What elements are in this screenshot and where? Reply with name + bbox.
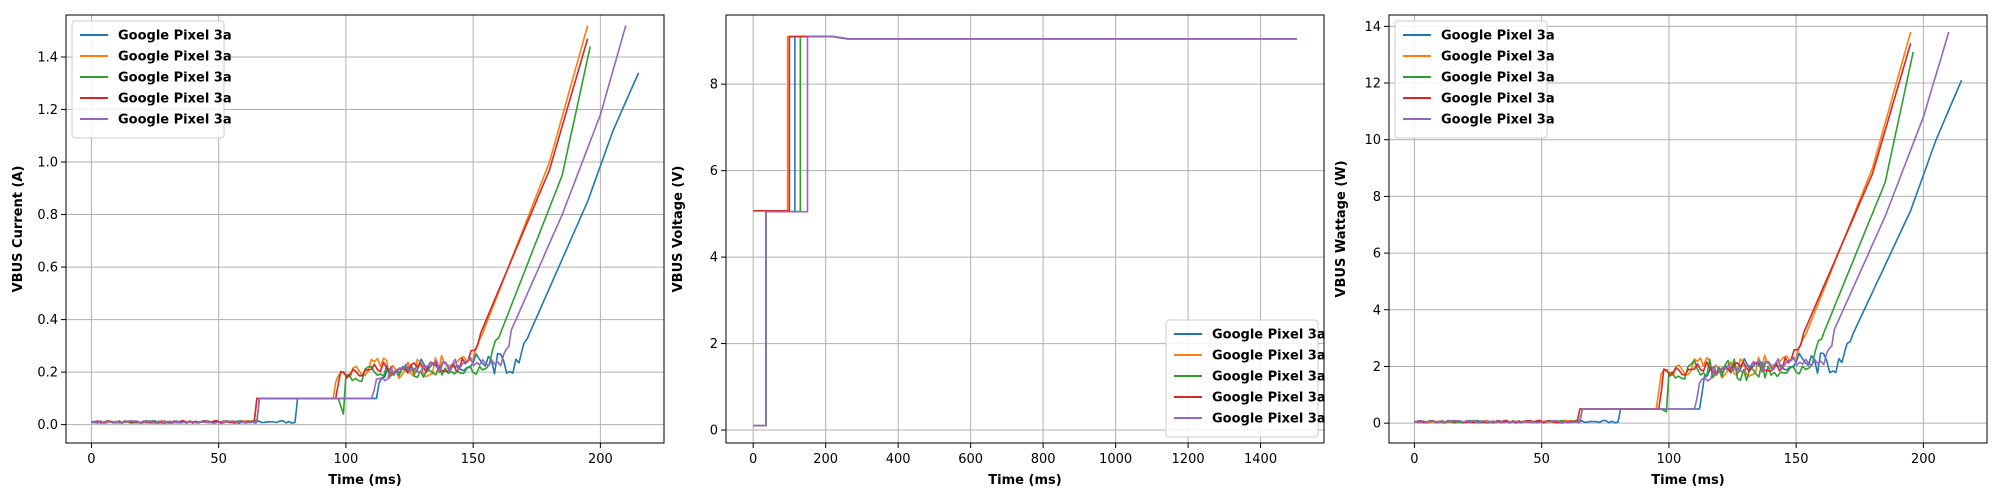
y-tick-label: 1.0: [37, 156, 58, 171]
series-group: [1414, 31, 1963, 424]
legend-label: Google Pixel 3a: [1441, 113, 1555, 128]
y-tick-label: 6: [1373, 247, 1381, 262]
x-tick-label: 0: [87, 452, 95, 467]
legend-box: [71, 20, 225, 139]
legend-label: Google Pixel 3a: [118, 113, 232, 128]
y-tick-label: 8: [1373, 190, 1381, 205]
legend-label: Google Pixel 3a: [1212, 328, 1326, 343]
y-axis-label: VBUS Wattage (W): [1334, 160, 1349, 297]
legend-label: Google Pixel 3a: [118, 29, 232, 44]
series-line-5: [91, 25, 627, 425]
legend: Google Pixel 3a Google Pixel 3a Google Pix…: [1394, 20, 1555, 139]
x-axis-label: Time (ms): [1651, 473, 1724, 488]
y-tick-label: 0: [1373, 417, 1381, 432]
x-axis-label: Time (ms): [988, 473, 1061, 488]
chart-panel-2: 0 200 400 600 800 1000 1200 1400 0 2 4 6 8 Time (ms) V…: [671, 14, 1326, 488]
series-group: [91, 25, 640, 425]
y-tick-label: 0: [710, 424, 718, 439]
legend-label: Google Pixel 3a: [1212, 412, 1326, 427]
plot-frame: [65, 14, 665, 444]
x-tick-label: 100: [1657, 452, 1682, 467]
y-tick-label: 4: [1373, 303, 1381, 318]
y-tick-label: 4: [710, 251, 718, 266]
x-tick-label: 1000: [1099, 452, 1132, 467]
y-tick-label: 6: [710, 164, 718, 179]
plot-frame: [725, 14, 1325, 444]
legend: Google Pixel 3a Google Pixel 3a Google Pix…: [71, 20, 232, 139]
legend-label: Google Pixel 3a: [118, 92, 232, 107]
y-tick-label: 1.4: [37, 51, 58, 66]
x-tick-label: 600: [958, 452, 983, 467]
x-tick-label: 200: [588, 452, 613, 467]
x-tick-label: 0: [1410, 452, 1418, 467]
y-tick-label: 0.0: [37, 418, 58, 433]
legend: Google Pixel 3a Google Pixel 3a Google Pix…: [1165, 319, 1326, 438]
y-tick-label: 1.2: [37, 103, 58, 118]
legend-label: Google Pixel 3a: [118, 71, 232, 86]
y-tick-label: 0.4: [37, 313, 58, 328]
plot-frame: [1388, 14, 1988, 444]
y-tick-label: 8: [710, 78, 718, 93]
x-tick-label: 150: [461, 452, 486, 467]
series-group: [753, 35, 1297, 427]
y-axis-label: VBUS Current (A): [11, 166, 26, 293]
legend-label: Google Pixel 3a: [1212, 349, 1326, 364]
x-tick-label: 800: [1031, 452, 1056, 467]
x-tick-label: 400: [886, 452, 911, 467]
y-tick-label: 2: [1373, 360, 1381, 375]
series-line-4: [753, 35, 1297, 212]
x-tick-label: 1200: [1172, 452, 1205, 467]
x-tick-label: 200: [1911, 452, 1936, 467]
x-tick-label: 50: [210, 452, 227, 467]
series-line-5: [1414, 31, 1950, 424]
x-tick-label: 200: [813, 452, 838, 467]
legend-label: Google Pixel 3a: [118, 50, 232, 65]
x-tick-label: 1400: [1244, 452, 1277, 467]
legend-label: Google Pixel 3a: [1441, 50, 1555, 65]
y-tick-label: 0.6: [37, 261, 58, 276]
legend-label: Google Pixel 3a: [1441, 71, 1555, 86]
y-tick-label: 10: [1364, 133, 1381, 148]
legend-label: Google Pixel 3a: [1441, 29, 1555, 44]
y-tick-label: 0.2: [37, 366, 58, 381]
x-tick-label: 150: [1784, 452, 1809, 467]
y-tick-label: 12: [1364, 77, 1381, 92]
x-tick-label: 0: [749, 452, 757, 467]
legend-label: Google Pixel 3a: [1212, 370, 1326, 385]
legend-box: [1394, 20, 1548, 139]
x-tick-label: 100: [334, 452, 359, 467]
y-axis-label: VBUS Voltage (V): [671, 166, 686, 293]
legend-label: Google Pixel 3a: [1212, 391, 1326, 406]
y-tick-label: 2: [710, 337, 718, 352]
chart-panel-1: 0 50 100 150 200 0.0 0.2 0.4 0.6 0.8 1.0 1.2 1.4 Time…: [11, 14, 665, 488]
legend-box: [1165, 319, 1319, 438]
series-line-5: [753, 35, 1297, 427]
y-tick-label: 14: [1364, 20, 1381, 35]
chart-panel-3: 0 50 100 150 200 0 2 4 6 8 10 12 14 Time (ms) VBUS Wat…: [1334, 14, 1988, 488]
x-tick-label: 50: [1533, 452, 1550, 467]
x-axis-label: Time (ms): [328, 473, 401, 488]
y-tick-label: 0.8: [37, 208, 58, 223]
legend-label: Google Pixel 3a: [1441, 92, 1555, 107]
